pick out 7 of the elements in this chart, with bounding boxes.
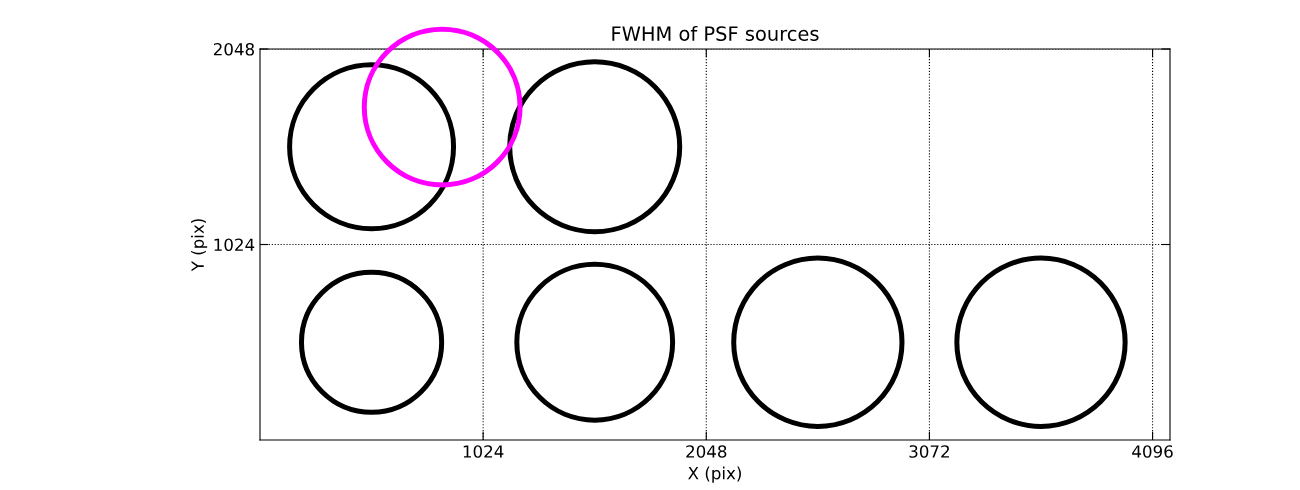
x-tick-label: 4096 <box>1132 445 1173 458</box>
y-axis-title: Y (pix) <box>191 219 208 272</box>
x-tick-label: 1024 <box>463 445 504 458</box>
x-axis-title: X (pix) <box>688 466 741 483</box>
x-tick-label: 3072 <box>909 445 949 458</box>
x-tick-label: 2048 <box>686 445 727 458</box>
chart-title: FWHM of PSF sources <box>612 25 819 41</box>
